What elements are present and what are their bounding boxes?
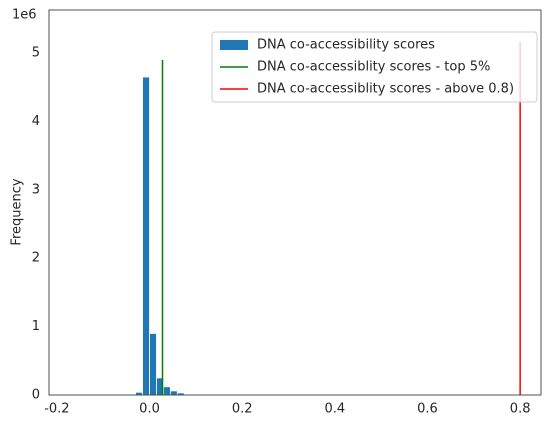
- y-tick-label: 0: [32, 388, 40, 403]
- y-offset-label: 1e6: [12, 8, 37, 23]
- x-tick-label: 0.4: [324, 402, 345, 417]
- y-tick-label: 3: [32, 182, 40, 197]
- legend-box: [211, 31, 538, 103]
- legend-label: DNA co-accessibility scores: [257, 38, 435, 53]
- plot-frame: [48, 9, 542, 396]
- x-tick-label: 0.6: [417, 402, 438, 417]
- bar: [163, 386, 171, 396]
- y-tick-label: 4: [32, 114, 40, 129]
- legend-label: DNA co-accessiblity scores - top 5%: [257, 60, 490, 75]
- legend-patch: [220, 40, 248, 50]
- legend-label: DNA co-accessiblity scores - above 0.8): [257, 82, 514, 97]
- bar: [135, 391, 143, 396]
- y-tick-label: 1: [32, 319, 40, 334]
- x-tick-label: 0.0: [139, 402, 160, 417]
- x-tick-label: 0.2: [232, 402, 253, 417]
- y-axis-label: Frequency: [10, 178, 25, 245]
- y-tick-label: 2: [32, 251, 40, 266]
- y-tick-label: 5: [32, 46, 40, 61]
- bar: [142, 76, 150, 396]
- x-tick-label: 0.8: [510, 402, 531, 417]
- x-tick-label: -0.2: [44, 402, 69, 417]
- bar: [169, 390, 178, 396]
- bar: [149, 333, 157, 396]
